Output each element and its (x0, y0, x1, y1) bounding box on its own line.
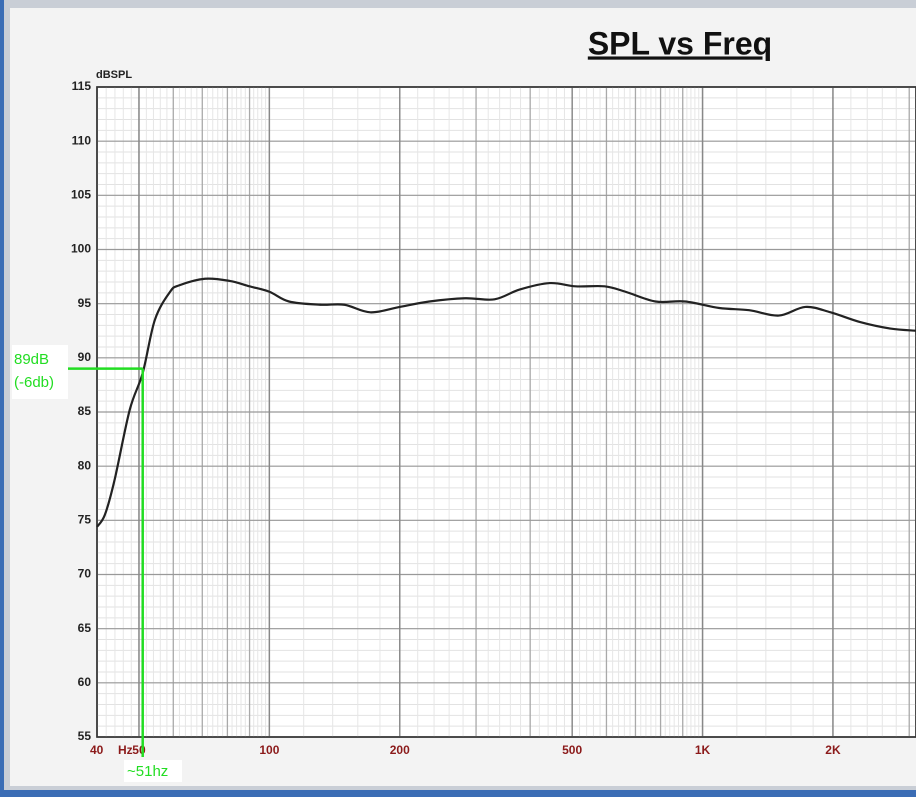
y-tick-label: 115 (72, 79, 92, 93)
data-line (96, 277, 916, 528)
y-tick-label: 80 (78, 458, 92, 472)
y-axis-label: dBSPL (96, 69, 132, 81)
x-tick-label: 200 (390, 743, 410, 757)
y-tick-label: 95 (78, 296, 92, 310)
x-tick-label: 1K (695, 743, 711, 757)
y-tick-label: 55 (78, 729, 92, 743)
annotation-box (12, 345, 68, 399)
x-axis-label: Hz (118, 743, 133, 757)
x-tick-label: 100 (259, 743, 279, 757)
plot-border (96, 86, 916, 738)
y-tick-label: 110 (72, 133, 92, 147)
y-tick-label: 75 (78, 513, 92, 527)
chart-title: SPL vs Freq (588, 25, 772, 61)
y-tick-label: 65 (78, 621, 92, 635)
y-tick-label: 90 (78, 350, 92, 364)
x-tick-label: 2K (825, 743, 841, 757)
y-tick-label: 100 (71, 242, 91, 256)
x-tick-label: 40 (90, 743, 104, 757)
annotation-text: (-6db) (14, 374, 54, 391)
annotation-text: 89dB (14, 351, 49, 368)
y-tick-label: 70 (78, 567, 92, 581)
y-tick-label: 85 (78, 404, 92, 418)
y-tick-label: 60 (78, 675, 92, 689)
y-tick-label: 105 (71, 188, 91, 202)
x-tick-label: 500 (562, 743, 582, 757)
annotation-text: ~51hz (127, 763, 168, 780)
annotation-box (124, 760, 182, 782)
